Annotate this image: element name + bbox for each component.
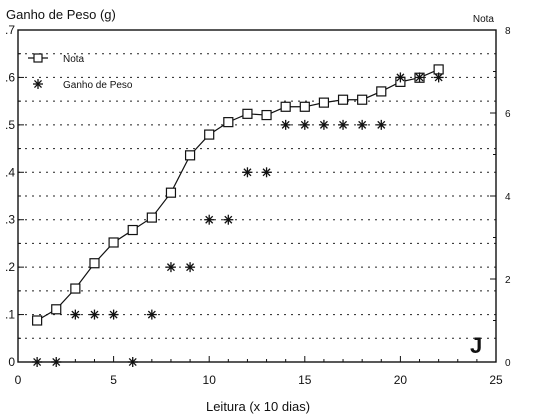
y-left-tick-label: .3 xyxy=(5,213,15,227)
nota-point xyxy=(223,117,234,128)
ganho-point xyxy=(51,357,62,367)
legend-nota-label: Nota xyxy=(63,54,85,65)
x-axis-title: Leitura (x 10 dias) xyxy=(206,399,310,414)
nota-point xyxy=(51,304,62,315)
ganho-point xyxy=(318,119,329,130)
nota-point xyxy=(204,129,215,140)
gridlines xyxy=(18,53,496,339)
legend: Nota Ganho de Peso xyxy=(28,53,133,91)
legend-ganho-marker xyxy=(33,79,43,89)
nota-point xyxy=(242,108,253,119)
ganho-point xyxy=(146,309,157,320)
legend-ganho-label: Ganho de Peso xyxy=(63,80,133,91)
ganho-point xyxy=(127,357,138,367)
ganho-point xyxy=(204,214,215,225)
ganho-point xyxy=(299,119,310,130)
nota-point xyxy=(184,150,196,161)
y-left-tick-label: .7 xyxy=(5,23,15,37)
y-right-tick-label: 6 xyxy=(505,109,511,120)
ganho-point xyxy=(357,119,368,130)
series-nota-line xyxy=(36,68,439,322)
ganho-point xyxy=(261,167,272,178)
x-tick-label: 10 xyxy=(203,373,217,387)
ganho-point xyxy=(280,119,291,130)
y-left-tick-label: .1 xyxy=(5,308,15,322)
ganho-point xyxy=(165,262,176,273)
x-tick-label: 5 xyxy=(110,373,117,387)
ganho-point xyxy=(242,167,253,178)
nota-point xyxy=(357,94,368,105)
y-left-tick-label: .6 xyxy=(5,70,15,84)
panel-label: J xyxy=(470,333,482,358)
x-tick-label: 20 xyxy=(394,373,408,387)
nota-point xyxy=(127,224,138,236)
x-tick-label: 15 xyxy=(298,373,312,387)
nota-point xyxy=(146,212,157,223)
y-right-tick-label: 2 xyxy=(505,275,511,286)
ganho-point xyxy=(185,262,196,273)
x-tick-label: 0 xyxy=(15,373,22,387)
y-axis-left-title: Ganho de Peso (g) xyxy=(6,7,116,22)
ganho-point xyxy=(414,72,425,83)
legend-nota-marker xyxy=(33,53,43,63)
nota-point xyxy=(165,187,177,198)
nota-point xyxy=(261,109,272,121)
ganho-point xyxy=(223,214,234,225)
nota-point xyxy=(376,86,387,97)
series-layer xyxy=(32,64,444,367)
x-tick-label: 25 xyxy=(489,373,503,387)
y-right-tick-label: 0 xyxy=(505,358,511,369)
nota-point xyxy=(318,97,330,108)
ganho-point xyxy=(395,72,406,83)
nota-point xyxy=(108,237,119,248)
ganho-point xyxy=(108,309,119,320)
y-right-tick-label: 8 xyxy=(505,26,511,37)
y-left-tick-label: .4 xyxy=(5,165,15,179)
ganho-point xyxy=(70,309,81,320)
nota-point xyxy=(280,101,291,112)
ganho-point xyxy=(32,357,43,367)
ganho-point xyxy=(338,119,349,130)
nota-point xyxy=(299,101,310,112)
nota-point xyxy=(337,94,349,105)
y-right-tick-label: 4 xyxy=(505,192,511,203)
y-axis-right-title: Nota xyxy=(473,14,495,25)
y-left-tick-label: 0 xyxy=(8,355,15,369)
y-left-tick-label: .5 xyxy=(5,118,15,132)
nota-point xyxy=(89,258,100,269)
ganho-point xyxy=(89,309,100,320)
nota-point xyxy=(32,315,43,326)
ganho-point xyxy=(376,119,387,130)
ganho-point xyxy=(433,72,444,83)
nota-point xyxy=(70,283,81,294)
legend-ganho-asterisk xyxy=(33,79,43,89)
y-left-tick-label: .2 xyxy=(5,260,15,274)
